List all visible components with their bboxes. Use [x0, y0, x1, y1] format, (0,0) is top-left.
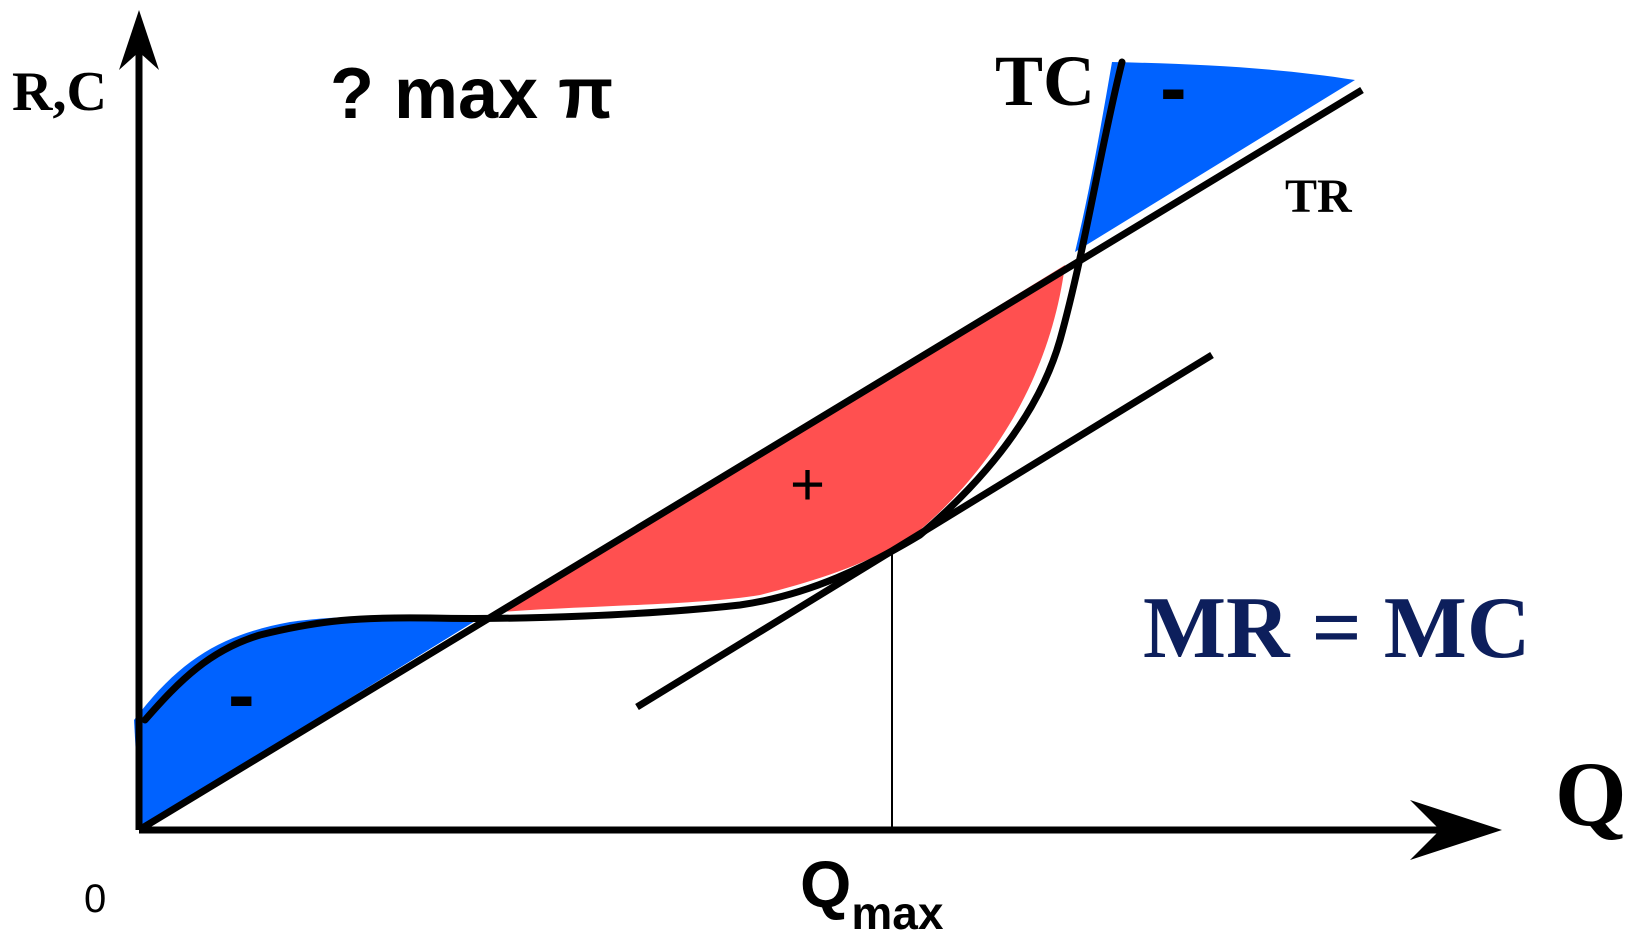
q-max-label: Qmax — [800, 847, 944, 939]
tr-label: TR — [1285, 170, 1353, 223]
tr-line — [137, 87, 1364, 833]
profit-sign: + — [790, 451, 825, 518]
x-axis-arrowhead — [1410, 800, 1502, 860]
y-axis-label: R,C — [12, 61, 107, 123]
x-axis-label: Q — [1555, 743, 1627, 845]
q-max-main: Q — [800, 847, 851, 921]
origin-label: 0 — [84, 877, 106, 921]
loss-sign-right: - — [1160, 43, 1187, 132]
loss-region-left — [134, 616, 480, 828]
loss-region-right — [1075, 62, 1355, 252]
y-axis-arrowhead — [119, 10, 159, 70]
diagram-title: ? max π — [330, 54, 613, 134]
tc-curve — [141, 58, 1126, 724]
mr-mc-condition: MR = MC — [1143, 580, 1530, 677]
q-max-subscript: max — [851, 887, 943, 939]
loss-sign-left: - — [228, 650, 255, 739]
tc-label: TC — [995, 41, 1095, 121]
